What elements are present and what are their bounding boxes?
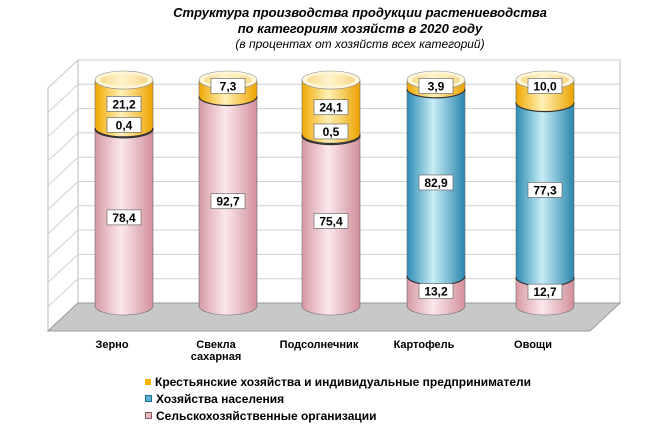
legend-swatch-organizations [145, 412, 152, 419]
data-label-households: 0,4 [116, 118, 133, 132]
data-label-organizations: 13,2 [424, 285, 448, 299]
legend-item-households: Хозяйства населения [145, 390, 531, 407]
data-label-farms: 21,2 [112, 97, 136, 111]
legend-item-farms: Крестьянские хозяйства и индивидуальные … [145, 373, 531, 390]
data-label-box-organizations [210, 193, 246, 210]
segment-boundary [94, 128, 154, 139]
segment-boundary [198, 96, 258, 107]
data-label-households: 0,5 [323, 125, 340, 139]
legend-label-organizations: Сельскохозяйственные организации [156, 408, 377, 423]
gridline-side [47, 108, 79, 137]
cylinder-top-cap-shade [307, 74, 355, 86]
chart-title-line2: по категориям хозяйств в 2020 году [237, 21, 483, 36]
data-label-farms: 10,0 [533, 80, 557, 94]
data-label-box-farms [527, 78, 563, 94]
legend-swatch-farms [145, 378, 151, 385]
data-labels: 78,4 0,4 21,2 92,7 7,3 75,4 0,5 24,1 13,2 82,9 3,9… [106, 78, 563, 300]
data-label-farms: 7,3 [220, 80, 237, 94]
data-label-box-households [527, 182, 563, 198]
data-label-box-farms [313, 99, 349, 116]
category-tick-label: Картофель [394, 339, 455, 351]
data-label-households: 82,9 [424, 176, 448, 190]
legend-label-farms: Крестьянские хозяйства и индивидуальные … [155, 374, 532, 389]
gridline-side [47, 254, 79, 283]
gridline-side [47, 229, 79, 259]
legend-swatch-households [145, 395, 152, 402]
data-label-box-farms [418, 78, 454, 94]
data-label-organizations: 75,4 [319, 214, 343, 228]
data-label-box-organizations [527, 283, 563, 300]
floor [46, 302, 622, 332]
chart-title: Структура производства продукции растени… [173, 5, 547, 20]
data-label-organizations: 12,7 [533, 285, 557, 299]
category-tick-label: Свекла [196, 339, 236, 351]
category-tick-label: Овощи [514, 339, 552, 351]
legend: Крестьянские хозяйства и индивидуальные … [145, 373, 531, 424]
data-label-box-organizations [418, 283, 454, 299]
data-label-box-households [418, 174, 454, 191]
data-label-box-organizations [106, 209, 142, 226]
data-label-organizations: 78,4 [112, 211, 136, 225]
legend-item-organizations: Сельскохозяйственные организации [145, 407, 531, 424]
segment-boundary [301, 134, 361, 145]
gridline-side [47, 205, 79, 235]
segment-boundary [301, 135, 361, 146]
data-label-households: 77,3 [533, 183, 557, 197]
gridline-side [47, 156, 79, 186]
gridline-side [47, 132, 79, 162]
gridline-side [47, 278, 79, 308]
gridline-side [47, 83, 79, 113]
data-label-box-households [106, 117, 142, 133]
segment-boundary [406, 88, 466, 99]
data-label-organizations: 92,7 [216, 195, 240, 209]
data-label-box-organizations [313, 212, 349, 229]
cylinder-top-cap-shade [100, 74, 148, 86]
category-tick-label: сахарная [191, 351, 242, 363]
gridline-side [47, 59, 79, 89]
data-label-farms: 3,9 [428, 80, 445, 94]
gridline-side [47, 181, 79, 210]
segment-boundary [94, 127, 154, 138]
chart-subtitle: (в процентах от хозяйств всех категорий) [235, 37, 485, 51]
category-tick-label: Подсолнечник [280, 339, 359, 351]
data-label-box-farms [106, 96, 142, 112]
data-label-box-farms [210, 78, 246, 94]
data-label-farms: 24,1 [319, 101, 343, 115]
segment-boundary [515, 102, 575, 113]
legend-label-households: Хозяйства населения [156, 391, 285, 406]
data-label-box-households [313, 123, 349, 140]
category-tick-label: Зерно [95, 339, 128, 351]
